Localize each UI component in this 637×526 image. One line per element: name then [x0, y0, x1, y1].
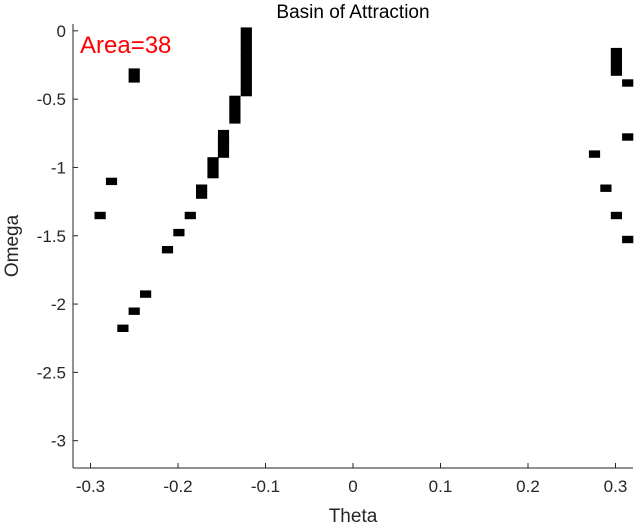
y-tick-label: -3	[51, 432, 66, 451]
basin-cell	[622, 79, 634, 87]
basin-cell	[207, 157, 219, 165]
basin-cell	[128, 75, 140, 83]
basin-cell	[173, 228, 185, 237]
basin-cell	[196, 184, 208, 192]
ticks-layer: -0.3 -0.2 -0.1 0 0.1 0.2 0.3 0 -0.5 -1 -1.5 -2 -2.5 -…	[37, 22, 628, 496]
x-tick-label: -0.1	[251, 477, 280, 496]
area-annotation: Area=38	[80, 32, 171, 59]
basin-cell	[229, 116, 241, 124]
basin-cell	[240, 75, 252, 83]
x-tick-label: 0	[348, 477, 357, 496]
basin-cell	[229, 95, 241, 104]
basin-cell	[196, 191, 208, 199]
basin-cell	[161, 246, 174, 254]
plot-area	[73, 24, 633, 468]
basin-cell	[117, 324, 129, 332]
x-axis-title: Theta	[329, 506, 378, 526]
basin-cell	[140, 290, 152, 298]
basin-cell	[229, 109, 241, 117]
y-tick-label: -1.5	[37, 227, 66, 246]
basin-cell	[622, 235, 634, 244]
basin-cell	[610, 211, 622, 220]
basin-cell	[128, 68, 140, 76]
basin-cell	[207, 164, 219, 172]
y-tick-label: -0.5	[37, 90, 66, 109]
basin-cell	[207, 170, 219, 179]
chart-title: Basin of Attraction	[276, 2, 429, 23]
basin-cell	[217, 143, 230, 151]
basin-cell	[610, 47, 622, 56]
basin-cell	[240, 54, 252, 63]
basin-cell	[128, 307, 140, 315]
basin-cell	[610, 68, 622, 76]
x-tick-label: -0.2	[163, 477, 192, 496]
x-tick-label: 0.1	[429, 477, 453, 496]
axis-box	[72, 24, 633, 469]
x-tick-label: -0.3	[76, 477, 105, 496]
basin-cell	[217, 129, 230, 138]
x-tick-label: 0.3	[604, 477, 628, 496]
cells-layer	[94, 27, 634, 332]
basin-cell	[588, 150, 601, 158]
y-axis-title: Omega	[2, 214, 23, 277]
basin-cell	[240, 88, 252, 97]
basin-cell	[600, 184, 612, 192]
basin-cell	[217, 136, 230, 145]
basin-cell	[610, 61, 622, 69]
basin-cell	[105, 177, 118, 186]
y-tick-label: 0	[57, 22, 66, 41]
basin-cell	[240, 27, 252, 35]
y-tick-label: -2.5	[37, 363, 66, 382]
basin-cell	[184, 211, 196, 220]
basin-cell	[240, 61, 252, 69]
y-tick-label: -1	[51, 158, 66, 177]
basin-cell	[240, 68, 252, 76]
basin-cell	[229, 102, 241, 110]
basin-cell	[240, 47, 252, 56]
basin-cell	[94, 211, 106, 220]
basin-cell	[240, 41, 252, 49]
basin-cell	[217, 150, 230, 158]
basin-cell	[240, 34, 252, 42]
basin-cell	[610, 54, 622, 63]
x-tick-label: 0.2	[516, 477, 540, 496]
basin-cell	[240, 82, 252, 90]
basin-cell	[622, 133, 634, 141]
y-tick-label: -2	[51, 295, 66, 314]
